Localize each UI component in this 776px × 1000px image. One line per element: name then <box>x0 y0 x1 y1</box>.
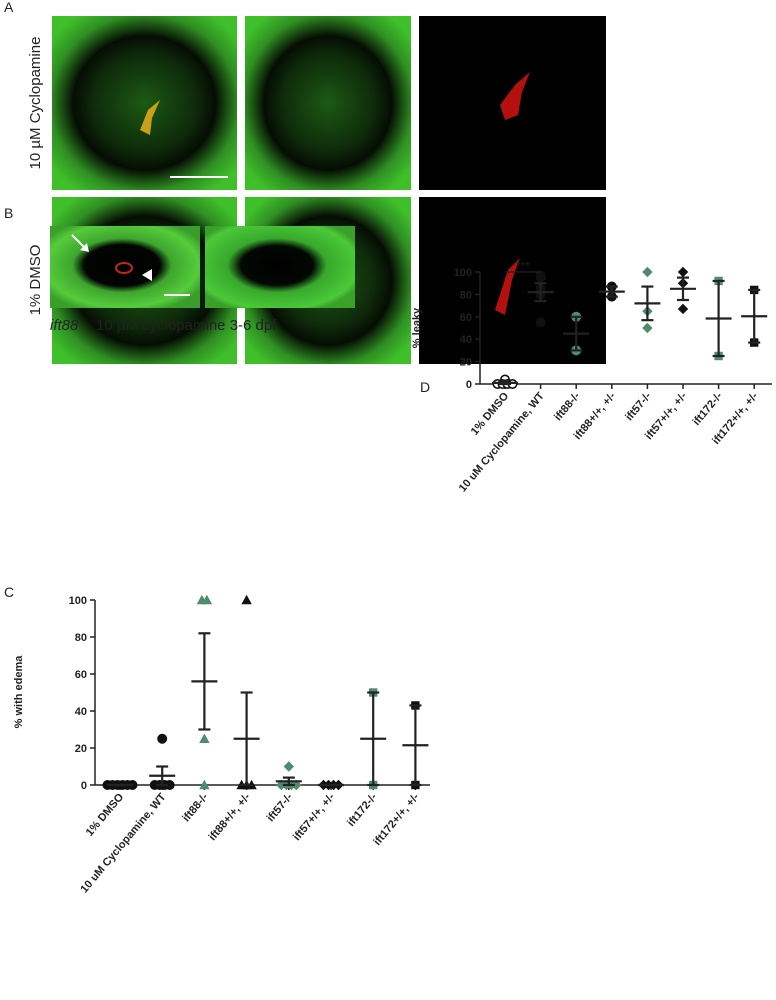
data-point <box>201 594 213 605</box>
image-grid <box>52 16 606 364</box>
signal <box>500 72 530 120</box>
caption: 10 µM cyclopamine 3-6 dpf <box>96 317 277 334</box>
signal <box>115 262 134 274</box>
data-point <box>199 779 210 790</box>
x-tick-label: ift88-/- <box>552 390 583 423</box>
y-tick-label: 100 <box>69 595 87 607</box>
genotype: ift88 <box>50 317 79 334</box>
y-tick-label: 0 <box>81 780 87 792</box>
data-point <box>642 322 653 334</box>
arrowhead <box>142 269 152 281</box>
arrow <box>80 243 89 252</box>
x-tick-label: ift57-/- <box>623 390 654 423</box>
x-tick-label: ift172-/- <box>345 791 380 829</box>
data-point <box>535 317 546 328</box>
x-tick-label: 10 uM Cyclopamine, WT <box>78 791 168 895</box>
image <box>245 16 411 190</box>
data-point <box>677 303 689 315</box>
data-point <box>241 594 252 605</box>
data-point <box>677 266 689 278</box>
signal <box>140 100 160 135</box>
y-tick-label: 20 <box>75 743 87 755</box>
x-tick-label: ift172-/- <box>691 390 726 428</box>
y-tick-label: 20 <box>460 357 472 369</box>
data-point <box>283 761 294 772</box>
x-tick-label: ift57-/- <box>265 791 296 824</box>
x-tick-label: 1% DMSO <box>84 791 127 839</box>
panel-label: B <box>4 205 13 221</box>
data-point <box>199 733 210 743</box>
y-tick-label: 80 <box>460 289 472 301</box>
y-tick-label: 60 <box>75 669 87 681</box>
y-tick-label: 60 <box>460 312 472 324</box>
y-axis-label: % leaky <box>411 307 423 348</box>
data-point <box>291 779 302 791</box>
panel-label: C <box>4 584 14 600</box>
y-axis-label: % with edema <box>13 655 25 729</box>
x-tick-label: ift88+/+, +/- <box>207 791 254 843</box>
x-tick-label: ift88-/- <box>180 791 211 824</box>
panel-label: A <box>4 0 14 15</box>
panel-label: D <box>420 379 430 395</box>
data-point <box>642 266 653 278</box>
x-tick-label: ift57+/+, +/- <box>291 791 338 843</box>
image <box>52 16 237 190</box>
y-tick-label: 40 <box>75 706 87 718</box>
image <box>419 197 606 364</box>
y-tick-label: 0 <box>466 379 472 391</box>
data-point <box>535 272 546 283</box>
image <box>205 226 355 308</box>
annotation: *** <box>516 259 530 273</box>
data-point <box>157 733 168 744</box>
y-tick-label: 100 <box>454 267 472 279</box>
y-tick-label: 80 <box>75 632 87 644</box>
y-tick-label: 40 <box>460 334 472 346</box>
row-label: 1% DMSO <box>27 245 44 316</box>
row-label: 10 µM Cyclopamine <box>27 37 44 170</box>
